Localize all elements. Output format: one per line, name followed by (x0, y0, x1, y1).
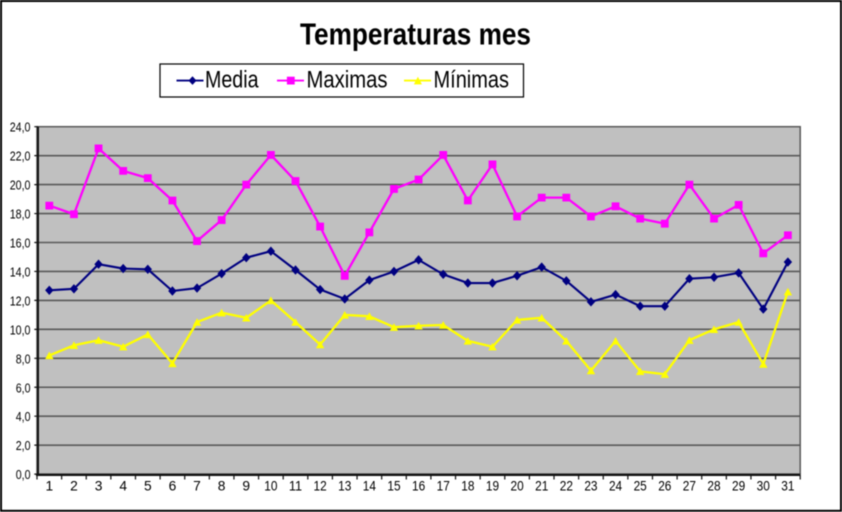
svg-text:19: 19 (486, 479, 499, 494)
svg-text:4,0: 4,0 (16, 409, 31, 424)
svg-text:20,0: 20,0 (10, 178, 31, 193)
svg-text:12: 12 (314, 479, 327, 494)
svg-text:28: 28 (707, 479, 720, 494)
svg-text:18,0: 18,0 (10, 207, 31, 222)
svg-text:10: 10 (264, 479, 277, 494)
svg-text:22: 22 (560, 479, 573, 494)
svg-text:16: 16 (412, 479, 425, 494)
svg-text:2: 2 (70, 479, 78, 494)
svg-text:3: 3 (95, 479, 103, 494)
svg-text:15: 15 (387, 479, 400, 494)
svg-text:24,0: 24,0 (10, 120, 31, 135)
svg-text:31: 31 (781, 479, 794, 494)
svg-text:Media: Media (205, 67, 259, 94)
svg-text:6: 6 (169, 479, 177, 494)
svg-text:2,0: 2,0 (16, 438, 31, 453)
svg-text:12,0: 12,0 (10, 293, 31, 308)
svg-text:29: 29 (732, 479, 745, 494)
svg-text:8,0: 8,0 (16, 351, 31, 366)
svg-text:1: 1 (45, 479, 53, 494)
svg-text:30: 30 (757, 479, 770, 494)
svg-text:25: 25 (634, 479, 647, 494)
svg-text:26: 26 (658, 479, 671, 494)
svg-text:10,0: 10,0 (10, 322, 31, 337)
svg-text:21: 21 (535, 479, 548, 494)
svg-text:5: 5 (144, 479, 152, 494)
svg-text:4: 4 (119, 479, 127, 494)
svg-text:8: 8 (218, 479, 226, 494)
svg-text:24: 24 (609, 479, 622, 494)
svg-text:11: 11 (289, 479, 302, 494)
svg-text:16,0: 16,0 (10, 236, 31, 251)
svg-text:Temperaturas mes: Temperaturas mes (300, 17, 531, 52)
svg-text:23: 23 (584, 479, 597, 494)
svg-text:18: 18 (461, 479, 474, 494)
svg-text:9: 9 (242, 479, 250, 494)
svg-text:Maximas: Maximas (307, 67, 388, 94)
svg-text:27: 27 (683, 479, 696, 494)
svg-text:17: 17 (437, 479, 450, 494)
svg-text:14,0: 14,0 (10, 264, 31, 279)
svg-text:0,0: 0,0 (16, 467, 31, 482)
svg-text:22,0: 22,0 (10, 149, 31, 164)
svg-text:14: 14 (363, 479, 376, 494)
svg-text:6,0: 6,0 (16, 380, 31, 395)
svg-text:20: 20 (510, 479, 523, 494)
svg-text:13: 13 (338, 479, 351, 494)
svg-text:7: 7 (193, 479, 201, 494)
svg-text:Mínimas: Mínimas (434, 67, 510, 94)
